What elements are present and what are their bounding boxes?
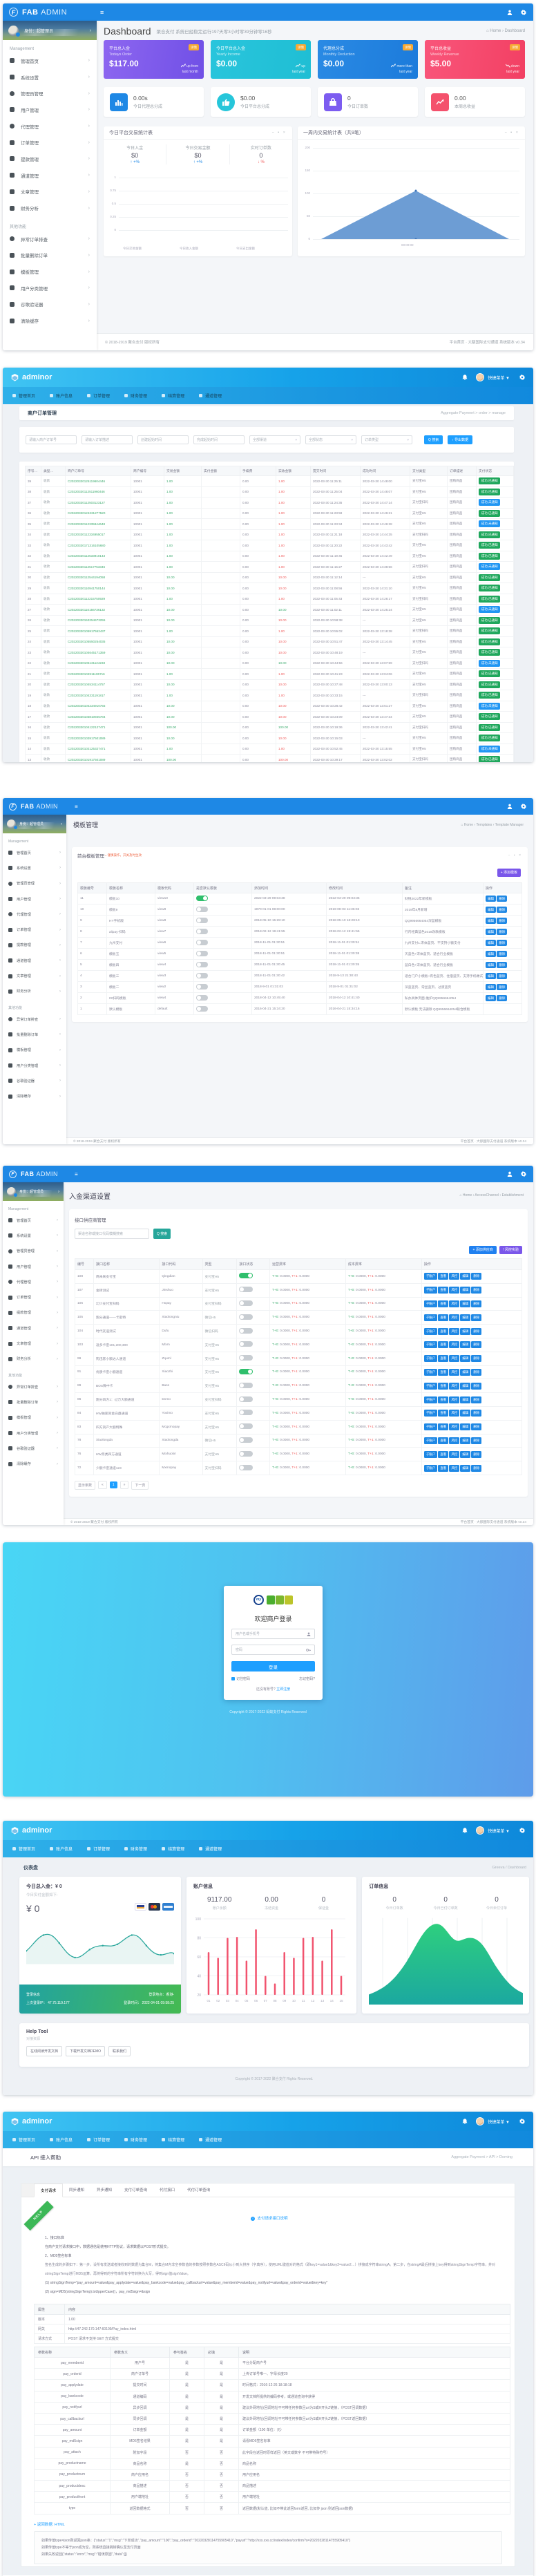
svg-text:09: 09 — [283, 1999, 287, 2002]
svg-text:12: 12 — [311, 1999, 315, 2002]
svg-text:10: 10 — [292, 1999, 296, 2002]
svg-text:100: 100 — [195, 1917, 202, 1922]
svg-text:08: 08 — [273, 1999, 277, 2002]
svg-text:60: 60 — [197, 1955, 201, 1960]
svg-text:03: 03 — [226, 1999, 230, 2002]
svg-text:15: 15 — [339, 1999, 343, 2002]
svg-text:13: 13 — [320, 1999, 325, 2002]
svg-text:07: 07 — [264, 1999, 268, 2002]
svg-text:01: 01 — [207, 1999, 211, 2002]
svg-text:11: 11 — [302, 1999, 305, 2002]
svg-text:40: 40 — [197, 1975, 201, 1979]
svg-text:04: 04 — [236, 1999, 240, 2002]
svg-text:02: 02 — [216, 1999, 220, 2002]
svg-text:14: 14 — [330, 1999, 334, 2002]
svg-text:80: 80 — [197, 1937, 201, 1941]
svg-text:20: 20 — [197, 1993, 201, 1998]
svg-text:05: 05 — [245, 1999, 249, 2002]
svg-text:06: 06 — [254, 1999, 258, 2002]
